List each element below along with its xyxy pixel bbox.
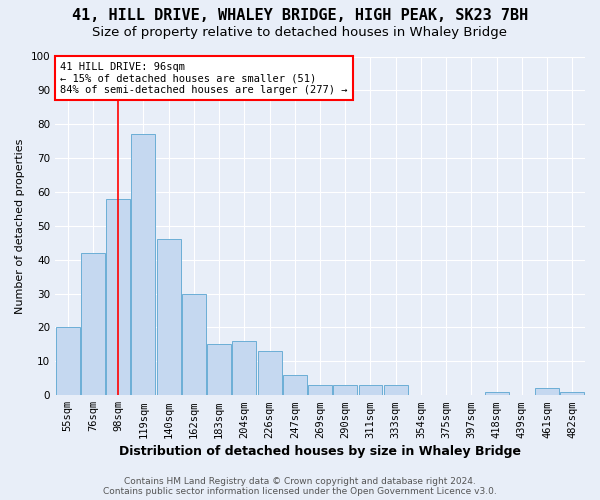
Bar bbox=[485, 392, 509, 395]
Bar bbox=[182, 294, 206, 395]
Bar bbox=[56, 328, 80, 395]
Bar bbox=[257, 351, 281, 395]
Bar bbox=[232, 341, 256, 395]
Bar bbox=[131, 134, 155, 395]
Bar bbox=[207, 344, 231, 395]
Bar bbox=[81, 253, 105, 395]
Text: Size of property relative to detached houses in Whaley Bridge: Size of property relative to detached ho… bbox=[92, 26, 508, 39]
Bar bbox=[157, 240, 181, 395]
Bar bbox=[308, 385, 332, 395]
Text: Contains HM Land Registry data © Crown copyright and database right 2024.
Contai: Contains HM Land Registry data © Crown c… bbox=[103, 476, 497, 496]
Y-axis label: Number of detached properties: Number of detached properties bbox=[15, 138, 25, 314]
Bar bbox=[535, 388, 559, 395]
X-axis label: Distribution of detached houses by size in Whaley Bridge: Distribution of detached houses by size … bbox=[119, 444, 521, 458]
Bar bbox=[384, 385, 408, 395]
Bar bbox=[560, 392, 584, 395]
Bar bbox=[359, 385, 382, 395]
Bar bbox=[283, 375, 307, 395]
Bar bbox=[106, 199, 130, 395]
Text: 41 HILL DRIVE: 96sqm
← 15% of detached houses are smaller (51)
84% of semi-detac: 41 HILL DRIVE: 96sqm ← 15% of detached h… bbox=[61, 62, 348, 95]
Text: 41, HILL DRIVE, WHALEY BRIDGE, HIGH PEAK, SK23 7BH: 41, HILL DRIVE, WHALEY BRIDGE, HIGH PEAK… bbox=[72, 8, 528, 22]
Bar bbox=[333, 385, 357, 395]
